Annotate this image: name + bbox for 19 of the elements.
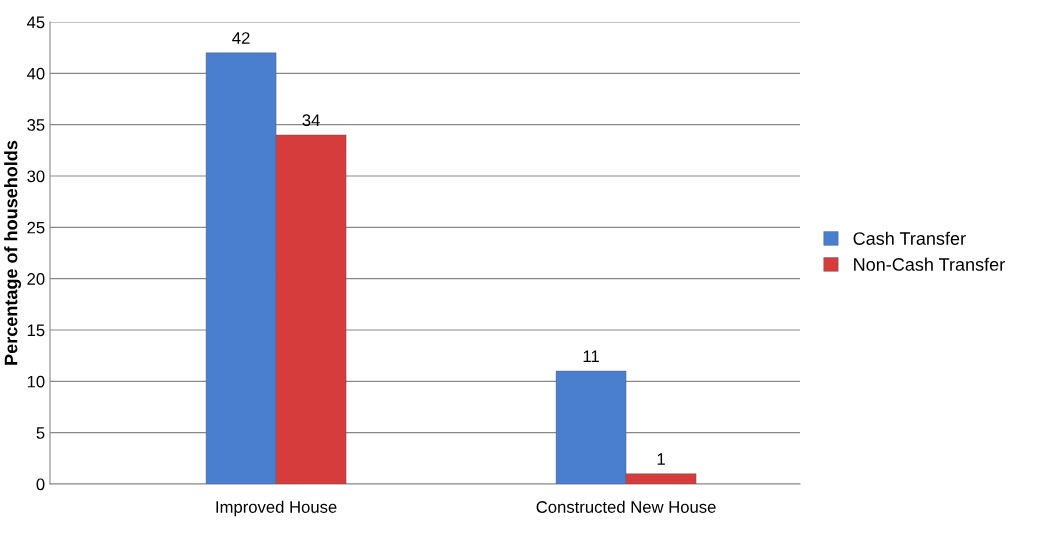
y-tick-label: 10 [27,375,45,388]
y-tick-label: 0 [36,478,45,491]
y-tick-label: 35 [27,119,45,131]
data-label: 42 [232,32,250,44]
y-axis-title: Percentage of households [4,140,22,365]
data-label: 34 [302,114,320,127]
y-tick-label: 45 [26,16,45,29]
x-tick-label: Constructed New House [536,500,716,513]
legend-label: Cash Transfer [853,231,966,245]
y-tick-label: 15 [27,324,45,337]
y-tick-label: 25 [27,221,45,234]
y-tick-label: 30 [27,170,45,183]
data-label: 1 [657,453,665,465]
y-tick-label: 40 [26,67,45,80]
y-tick-label: 20 [27,273,45,285]
data-label: 11 [583,350,599,363]
y-tick-label: 5 [36,427,45,439]
legend-label: Non-Cash Transfer [854,257,1005,271]
x-tick-label: Improved House [216,500,337,517]
